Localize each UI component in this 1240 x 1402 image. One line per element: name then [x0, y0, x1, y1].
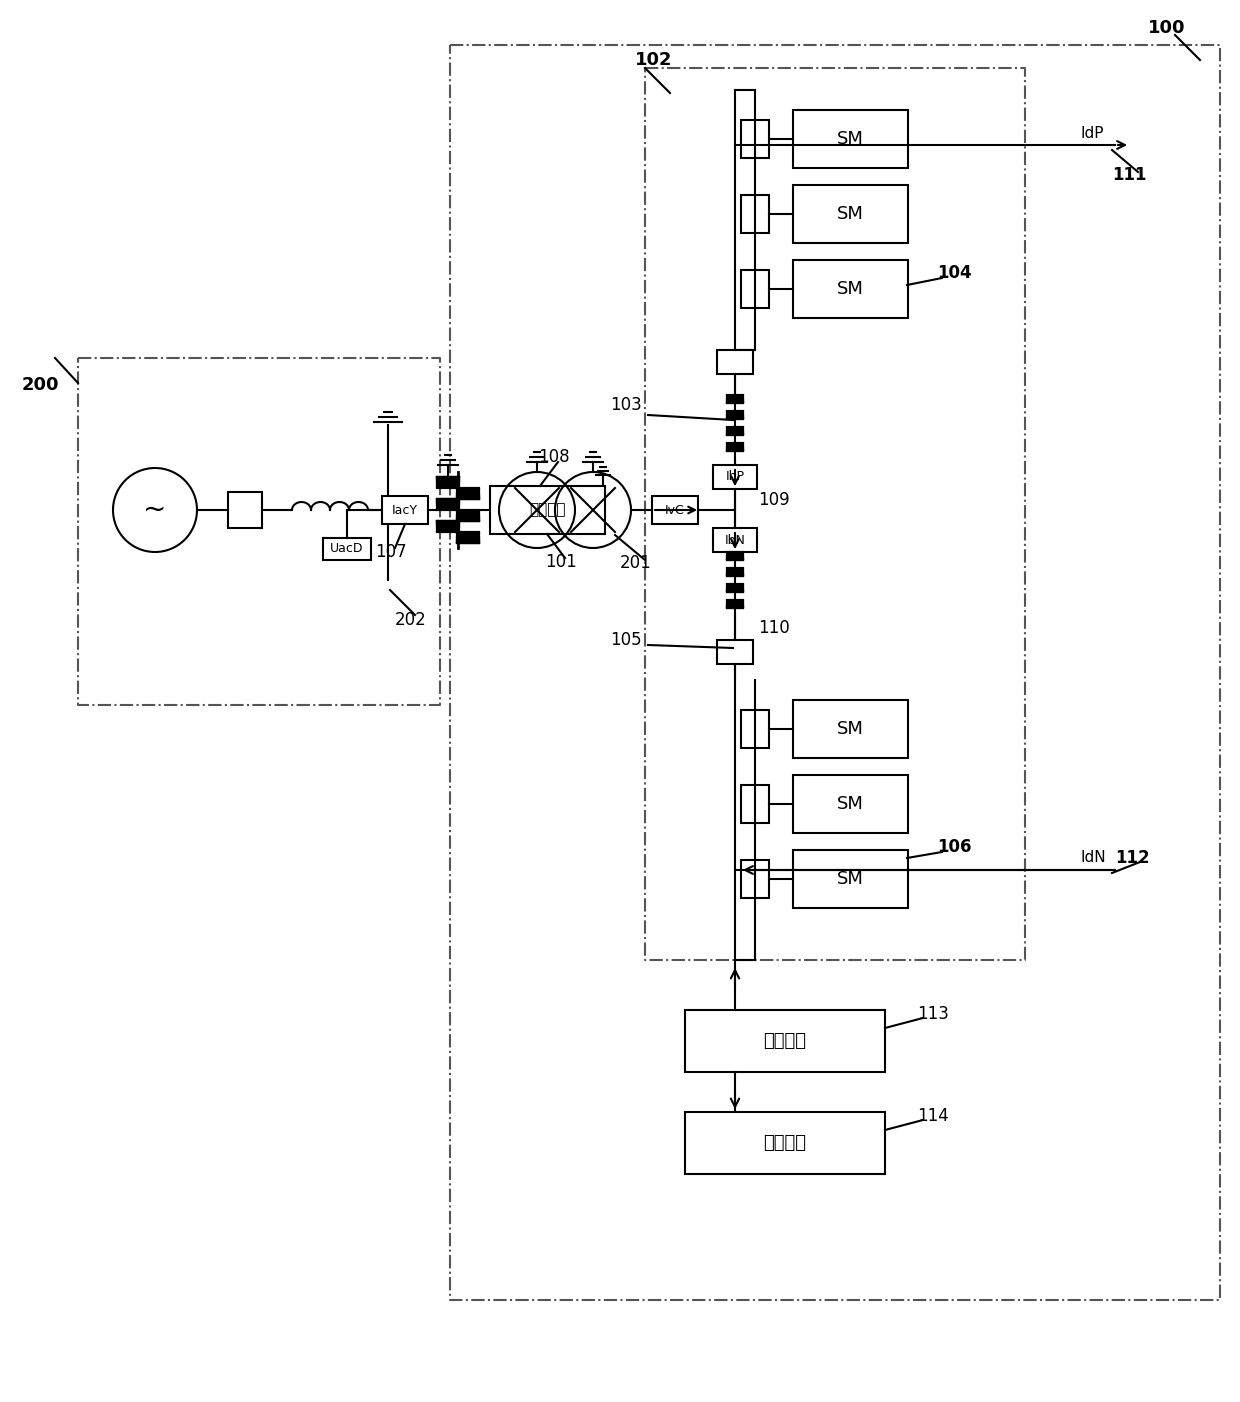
Bar — [742, 785, 769, 823]
Text: 200: 200 — [22, 376, 60, 394]
Text: 103: 103 — [610, 395, 642, 414]
Bar — [742, 121, 769, 158]
Text: 113: 113 — [918, 1005, 949, 1023]
Bar — [684, 1009, 885, 1073]
Bar — [382, 496, 428, 524]
Text: 105: 105 — [610, 631, 641, 649]
Text: 201: 201 — [620, 554, 652, 572]
Text: 101: 101 — [546, 552, 577, 571]
Bar — [713, 529, 756, 552]
Text: 102: 102 — [635, 50, 672, 69]
Text: 极控装置: 极控装置 — [764, 1134, 806, 1152]
Bar — [794, 700, 908, 758]
Text: SM: SM — [837, 280, 863, 299]
Bar — [717, 350, 753, 374]
Text: 104: 104 — [937, 264, 972, 282]
Bar — [322, 538, 371, 559]
Text: 110: 110 — [758, 620, 790, 637]
Bar — [742, 195, 769, 233]
Text: IdN: IdN — [1080, 851, 1106, 865]
Text: 111: 111 — [1112, 165, 1147, 184]
Text: ~: ~ — [144, 496, 166, 524]
Bar — [794, 775, 908, 833]
Bar — [742, 709, 769, 749]
Bar — [652, 496, 698, 524]
Text: 202: 202 — [396, 611, 427, 629]
Text: 108: 108 — [538, 449, 569, 465]
Bar — [684, 1112, 885, 1173]
Text: SM: SM — [837, 205, 863, 223]
Text: UacD: UacD — [330, 543, 363, 555]
Text: IdP: IdP — [1080, 126, 1104, 140]
Text: 109: 109 — [758, 491, 790, 509]
Bar — [490, 486, 605, 534]
Text: IacY: IacY — [392, 503, 418, 516]
Text: SM: SM — [837, 130, 863, 149]
Text: 106: 106 — [937, 838, 971, 857]
Text: 107: 107 — [374, 543, 407, 561]
Bar — [794, 109, 908, 168]
Text: 阀控装置: 阀控装置 — [764, 1032, 806, 1050]
Bar — [794, 185, 908, 243]
Text: SM: SM — [837, 871, 863, 887]
Text: 100: 100 — [1148, 20, 1185, 36]
Text: IbN: IbN — [724, 534, 745, 547]
Text: 112: 112 — [1115, 850, 1149, 866]
Bar — [717, 639, 753, 665]
Text: IvC: IvC — [665, 503, 684, 516]
Text: IbP: IbP — [725, 471, 744, 484]
Text: 启动回路: 启动回路 — [528, 502, 565, 517]
Bar — [742, 859, 769, 899]
Bar — [794, 850, 908, 908]
Bar — [794, 259, 908, 318]
Text: 114: 114 — [918, 1108, 949, 1124]
Bar — [742, 271, 769, 308]
Bar — [713, 465, 756, 489]
Text: SM: SM — [837, 795, 863, 813]
Text: SM: SM — [837, 721, 863, 737]
Bar — [228, 492, 262, 529]
